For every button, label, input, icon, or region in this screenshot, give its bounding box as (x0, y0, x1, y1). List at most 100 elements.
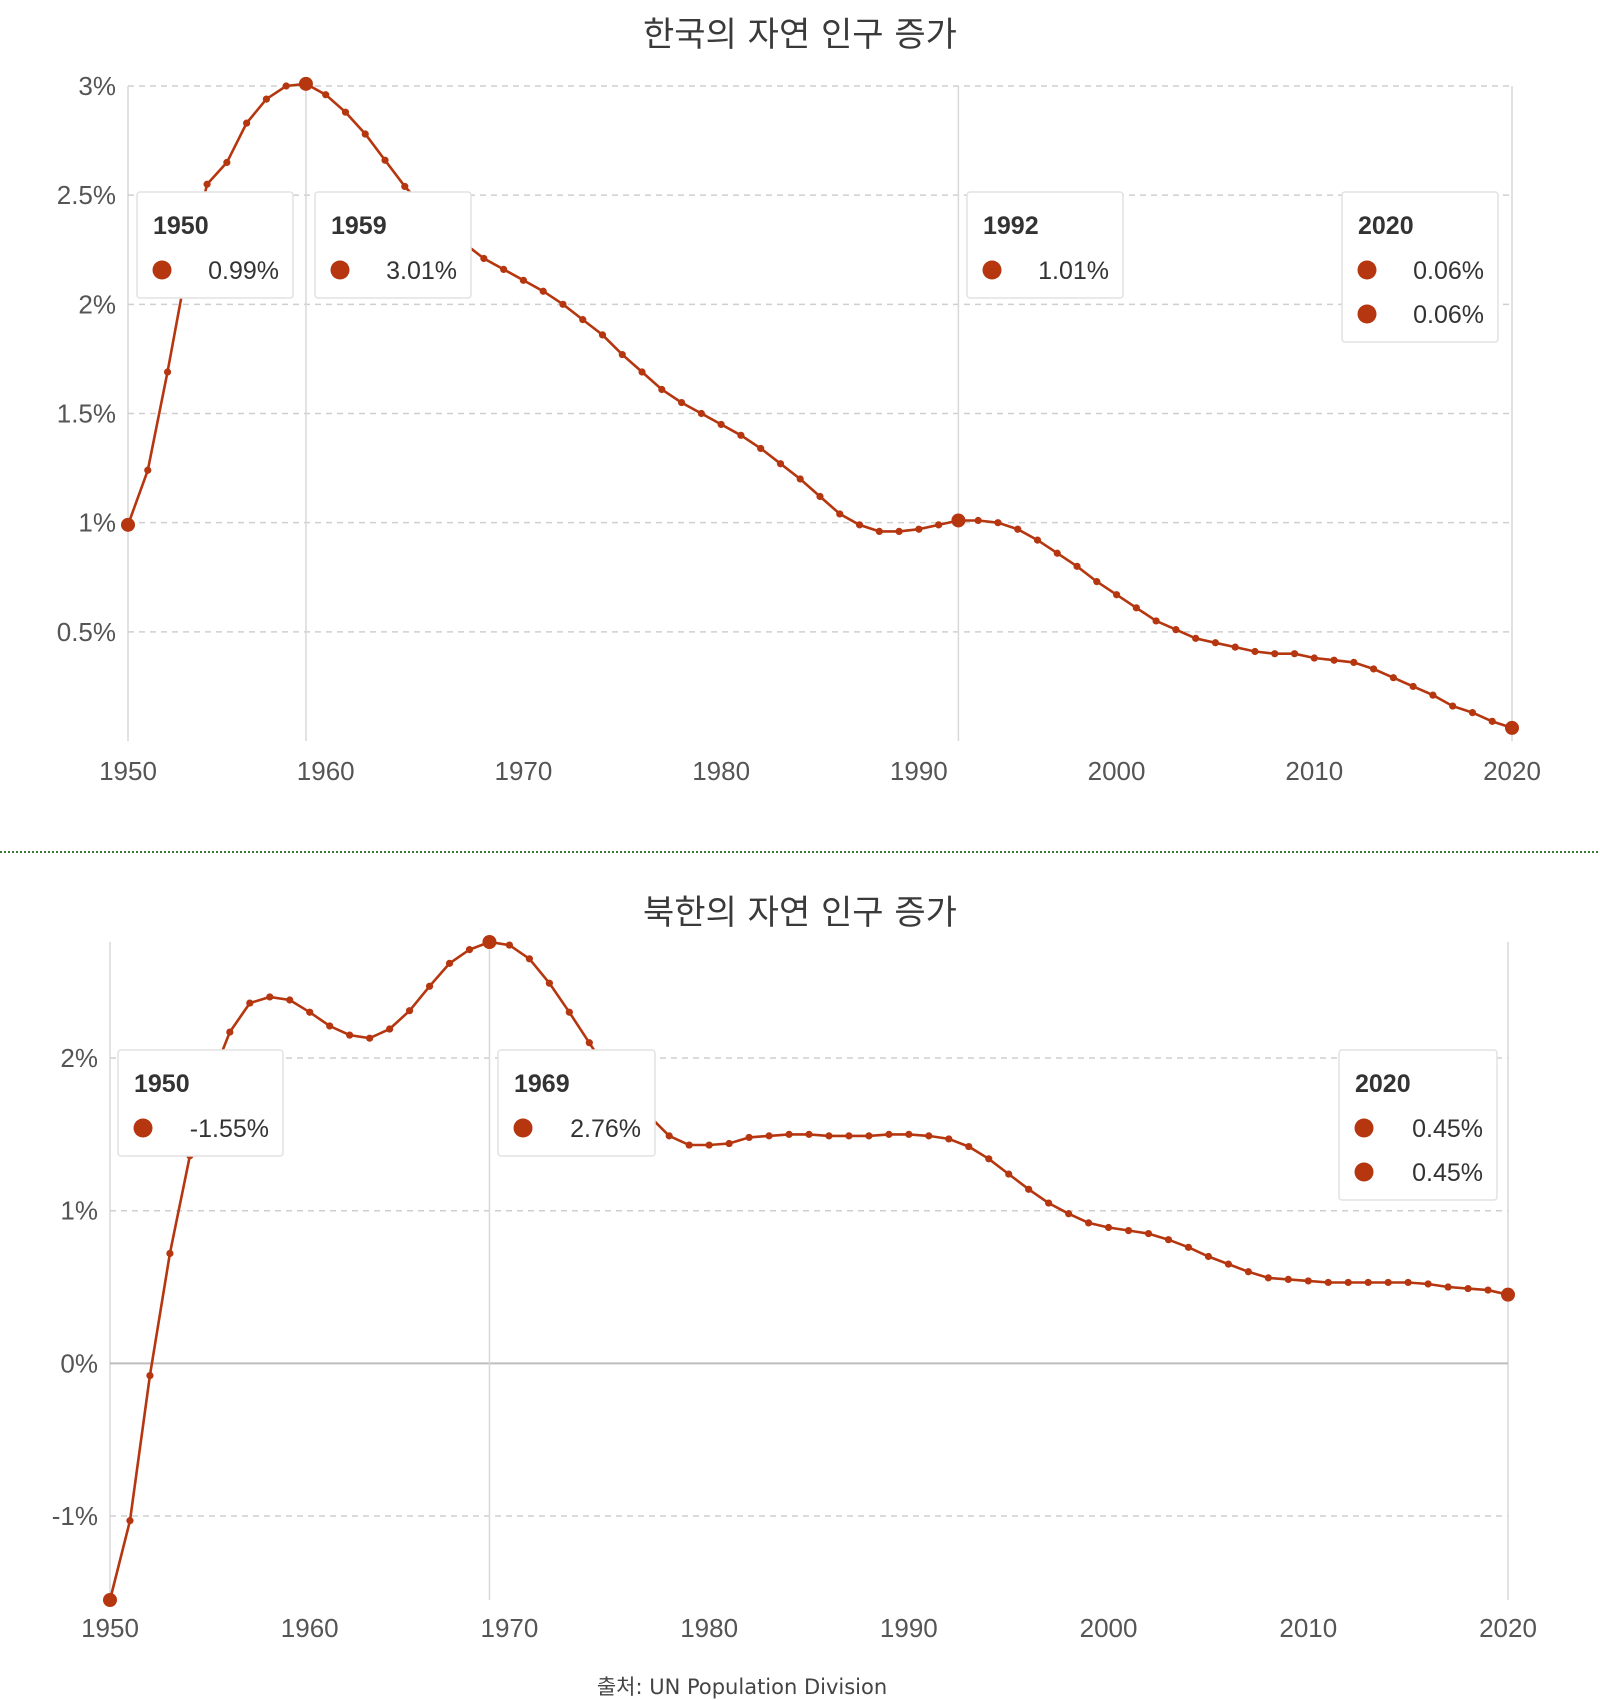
data-point[interactable] (505, 941, 514, 949)
data-point[interactable] (705, 1141, 713, 1149)
data-point[interactable] (678, 398, 686, 407)
data-point[interactable] (765, 1132, 773, 1140)
data-point[interactable] (559, 300, 567, 308)
data-point[interactable] (1484, 1286, 1492, 1294)
data-point[interactable] (757, 444, 765, 453)
data-point[interactable] (322, 91, 330, 99)
data-point[interactable] (1264, 1274, 1272, 1282)
data-point[interactable] (836, 510, 844, 518)
data-point[interactable] (525, 955, 534, 963)
data-point[interactable] (1144, 1229, 1153, 1238)
data-point[interactable] (1014, 525, 1022, 533)
data-point[interactable] (1404, 1278, 1412, 1287)
highlight-point[interactable] (103, 1593, 117, 1607)
data-point[interactable] (825, 1132, 833, 1140)
data-point[interactable] (519, 276, 528, 284)
highlight-point[interactable] (1501, 1287, 1515, 1302)
data-point[interactable] (405, 1007, 414, 1015)
data-point[interactable] (1005, 1170, 1013, 1178)
data-point[interactable] (381, 156, 389, 164)
data-point[interactable] (638, 368, 646, 376)
data-point[interactable] (1053, 549, 1061, 557)
data-point[interactable] (445, 959, 454, 967)
data-point[interactable] (341, 108, 350, 116)
data-point[interactable] (725, 1139, 733, 1148)
data-point[interactable] (223, 158, 231, 167)
data-point[interactable] (1444, 1283, 1452, 1291)
data-point[interactable] (1488, 717, 1496, 725)
data-point[interactable] (146, 1371, 154, 1380)
data-point[interactable] (286, 996, 294, 1004)
data-point[interactable] (1344, 1278, 1352, 1287)
data-point[interactable] (326, 1022, 334, 1030)
data-point[interactable] (598, 331, 607, 339)
data-point[interactable] (425, 982, 434, 990)
data-point[interactable] (1429, 691, 1437, 699)
data-point[interactable] (985, 1155, 993, 1163)
data-point[interactable] (717, 420, 725, 429)
data-point[interactable] (545, 979, 553, 987)
data-point[interactable] (243, 119, 251, 127)
data-point[interactable] (144, 466, 152, 474)
data-point[interactable] (361, 130, 369, 138)
data-point[interactable] (500, 265, 508, 273)
data-point[interactable] (1231, 643, 1239, 651)
data-point[interactable] (974, 516, 982, 525)
data-point[interactable] (401, 182, 409, 191)
data-point[interactable] (166, 1249, 174, 1258)
data-point[interactable] (805, 1130, 813, 1138)
data-point[interactable] (965, 1142, 973, 1151)
data-point[interactable] (163, 368, 172, 376)
data-point[interactable] (585, 1039, 593, 1047)
data-point[interactable] (262, 95, 270, 103)
data-point[interactable] (1085, 1219, 1093, 1227)
data-point[interactable] (266, 993, 274, 1001)
data-point[interactable] (386, 1025, 394, 1033)
data-point[interactable] (579, 316, 587, 324)
highlight-point[interactable] (1505, 720, 1519, 735)
data-point[interactable] (1324, 1278, 1332, 1287)
data-point[interactable] (1424, 1280, 1432, 1288)
data-point[interactable] (945, 1135, 953, 1143)
highlight-point[interactable] (121, 517, 135, 532)
data-point[interactable] (126, 1517, 134, 1525)
data-point[interactable] (1112, 591, 1121, 599)
data-point[interactable] (875, 527, 883, 536)
data-point[interactable] (1449, 702, 1457, 710)
data-point[interactable] (1409, 682, 1417, 691)
data-point[interactable] (465, 946, 474, 954)
data-point[interactable] (1304, 1277, 1312, 1285)
data-point[interactable] (1310, 654, 1318, 662)
highlight-point[interactable] (951, 513, 966, 528)
data-point[interactable] (776, 460, 785, 468)
data-point[interactable] (1464, 1284, 1472, 1293)
data-point[interactable] (685, 1141, 693, 1149)
data-point[interactable] (282, 82, 290, 90)
data-point[interactable] (1224, 1260, 1232, 1268)
data-point[interactable] (306, 1008, 314, 1016)
data-point[interactable] (816, 492, 824, 501)
data-point[interactable] (658, 385, 666, 394)
data-point[interactable] (1104, 1223, 1113, 1232)
data-point[interactable] (1132, 604, 1140, 612)
data-point[interactable] (1152, 617, 1160, 625)
data-point[interactable] (845, 1132, 853, 1140)
data-point[interactable] (915, 525, 923, 533)
data-point[interactable] (665, 1132, 673, 1140)
data-point[interactable] (1184, 1243, 1193, 1251)
data-point[interactable] (935, 521, 943, 529)
data-point[interactable] (1172, 626, 1180, 634)
data-point[interactable] (994, 519, 1002, 527)
data-point[interactable] (1124, 1226, 1133, 1235)
data-point[interactable] (1251, 647, 1259, 656)
data-point[interactable] (565, 1008, 573, 1016)
data-point[interactable] (737, 431, 745, 439)
data-point[interactable] (865, 1132, 873, 1140)
highlight-point[interactable] (482, 935, 497, 949)
data-point[interactable] (1164, 1236, 1173, 1244)
data-point[interactable] (1370, 665, 1378, 673)
data-point[interactable] (1073, 562, 1081, 570)
data-point[interactable] (745, 1133, 753, 1142)
data-point[interactable] (246, 999, 254, 1007)
data-point[interactable] (1244, 1268, 1252, 1276)
